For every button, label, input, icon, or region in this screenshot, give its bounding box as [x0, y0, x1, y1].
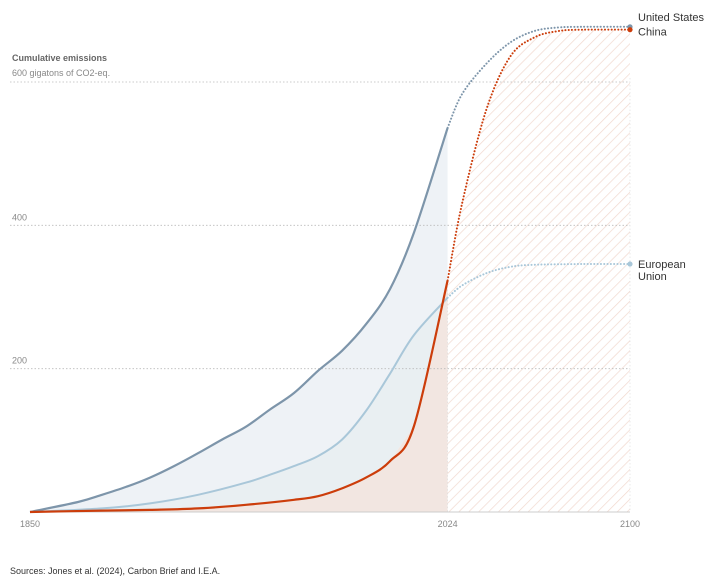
y-tick-400: 400	[12, 212, 27, 222]
y-tick-200: 200	[12, 356, 27, 366]
y-axis-subtitle: 600 gigatons of CO2-eq.	[12, 68, 110, 78]
x-tick-1850: 1850	[20, 519, 40, 529]
us-projected-line	[446, 25, 631, 129]
china-projected-line	[446, 28, 631, 282]
eu-area-fill	[30, 280, 448, 512]
eu-end-marker	[627, 261, 633, 267]
us-label: United States	[638, 12, 705, 24]
y-axis-title: Cumulative emissions	[12, 53, 107, 63]
china-historical-line	[29, 280, 449, 514]
china-area-fill	[30, 280, 448, 512]
projection-hatch-fill	[447, 29, 630, 512]
cumulative-emissions-chart: Cumulative emissions 600 gigatons of CO2…	[10, 12, 705, 529]
eu-label-line2: Union	[638, 271, 667, 283]
eu-projected-line	[446, 262, 631, 299]
eu-label: European	[638, 259, 686, 271]
china-label: China	[638, 27, 668, 39]
x-tick-2024: 2024	[438, 519, 458, 529]
source-note: Sources: Jones et al. (2024), Carbon Bri…	[10, 566, 221, 576]
x-tick-2100: 2100	[620, 519, 640, 529]
eu-historical-line	[29, 297, 449, 513]
us-area-fill	[30, 127, 448, 513]
china-end-marker	[627, 27, 633, 33]
us-historical-line	[29, 127, 449, 514]
